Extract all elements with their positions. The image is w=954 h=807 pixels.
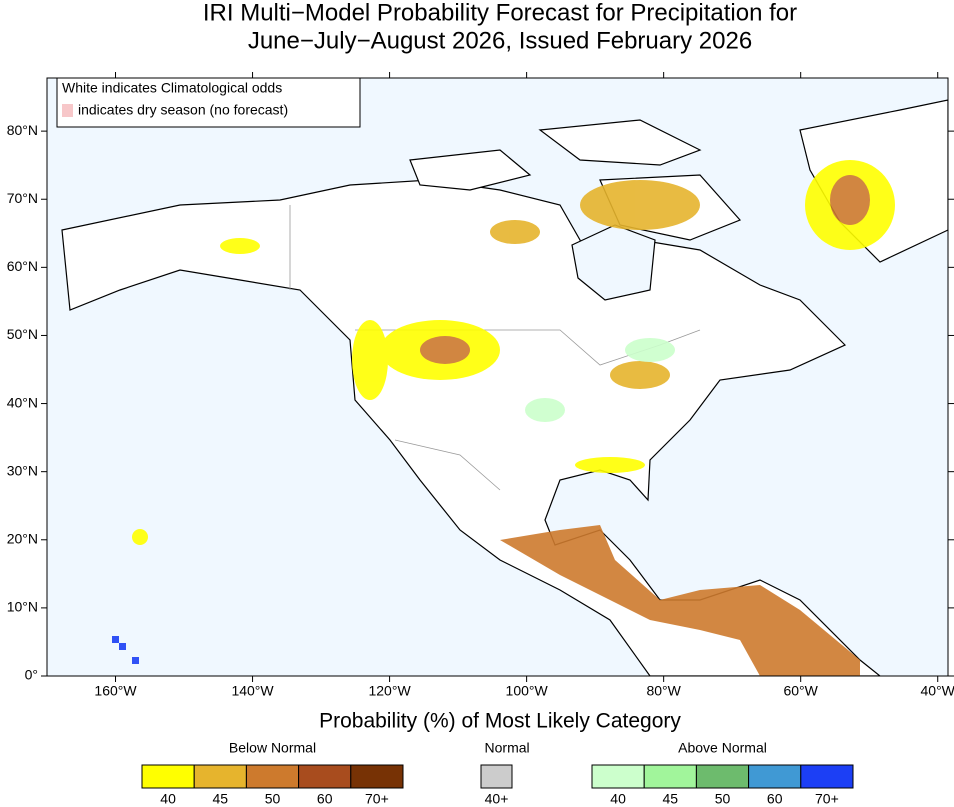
x-tick-label: 120°W — [368, 683, 411, 699]
note-frame — [56, 77, 361, 128]
x-tick-label: 60°W — [783, 683, 818, 699]
shade — [830, 175, 870, 225]
legend-label: 40 — [160, 791, 176, 807]
legend-swatch — [350, 764, 404, 789]
shade — [352, 320, 388, 400]
shade — [580, 180, 700, 230]
legend-label: 50 — [265, 791, 281, 807]
shade — [500, 525, 860, 676]
dry-season-swatch — [62, 104, 73, 117]
legend-group-name: Normal — [485, 740, 530, 756]
x-tick-label: 80°W — [646, 683, 681, 699]
shade — [220, 238, 260, 254]
legend-label: 60 — [767, 791, 783, 807]
border-us-mexico — [394, 439, 501, 491]
legend-label: 60 — [317, 791, 333, 807]
map — [47, 78, 948, 676]
legend-swatch — [298, 764, 352, 789]
legend-label: 50 — [715, 791, 731, 807]
forecast-shading — [112, 160, 895, 676]
legend-title: Probability (%) of Most Likely Category — [319, 710, 681, 733]
note-line-1: White indicates Climatological odds — [62, 80, 282, 96]
shade — [112, 636, 119, 643]
legend-label: 45 — [663, 791, 679, 807]
legend-swatch — [695, 764, 750, 789]
shade — [625, 338, 675, 362]
legend-swatch — [141, 764, 195, 789]
y-tick-label: 80°N — [7, 122, 38, 138]
legend-swatch — [591, 764, 645, 789]
shade — [132, 657, 139, 664]
shade — [575, 457, 645, 473]
y-tick-label: 40°N — [7, 394, 38, 410]
x-tick-label: 140°W — [231, 683, 274, 699]
shade — [119, 643, 126, 650]
legend-label: 40+ — [485, 791, 509, 807]
x-tick-label: 100°W — [506, 683, 549, 699]
shade — [132, 529, 148, 545]
legend-swatch — [800, 764, 854, 789]
y-tick-label: 70°N — [7, 190, 38, 206]
y-tick-label: 0° — [25, 667, 38, 683]
legend-label: 40 — [610, 791, 626, 807]
border-us-canada — [355, 329, 701, 366]
legend-swatch — [643, 764, 697, 789]
note-box: White indicates Climatological odds indi… — [56, 77, 361, 128]
x-tick-label: 160°W — [94, 683, 137, 699]
legend-swatch — [193, 764, 247, 789]
legend-swatch — [480, 764, 513, 789]
arctic-island-3 — [409, 149, 532, 191]
arctic-island-1 — [538, 119, 702, 166]
legend-group-name: Below Normal — [229, 740, 316, 756]
x-tick-label: 40°W — [921, 683, 954, 699]
y-tick-label: 20°N — [7, 530, 38, 546]
legend-group-name: Above Normal — [678, 740, 767, 756]
map-frame — [46, 77, 949, 677]
y-tick-label: 30°N — [7, 462, 38, 478]
legend-label: 70+ — [815, 791, 839, 807]
shade — [610, 361, 670, 389]
shade — [420, 336, 470, 364]
legend-label: 70+ — [365, 791, 389, 807]
legend-swatch — [748, 764, 802, 789]
legend-swatch — [245, 764, 300, 789]
shade — [525, 398, 565, 422]
title-line-2: June−July−August 2026, Issued February 2… — [248, 27, 752, 54]
y-tick-label: 50°N — [7, 326, 38, 342]
legend-label: 45 — [213, 791, 229, 807]
y-tick-label: 60°N — [7, 258, 38, 274]
y-tick-label: 10°N — [7, 599, 38, 615]
shade — [490, 220, 540, 244]
title-line-1: IRI Multi−Model Probability Forecast for… — [203, 0, 797, 26]
note-line-2: indicates dry season (no forecast) — [78, 102, 288, 118]
